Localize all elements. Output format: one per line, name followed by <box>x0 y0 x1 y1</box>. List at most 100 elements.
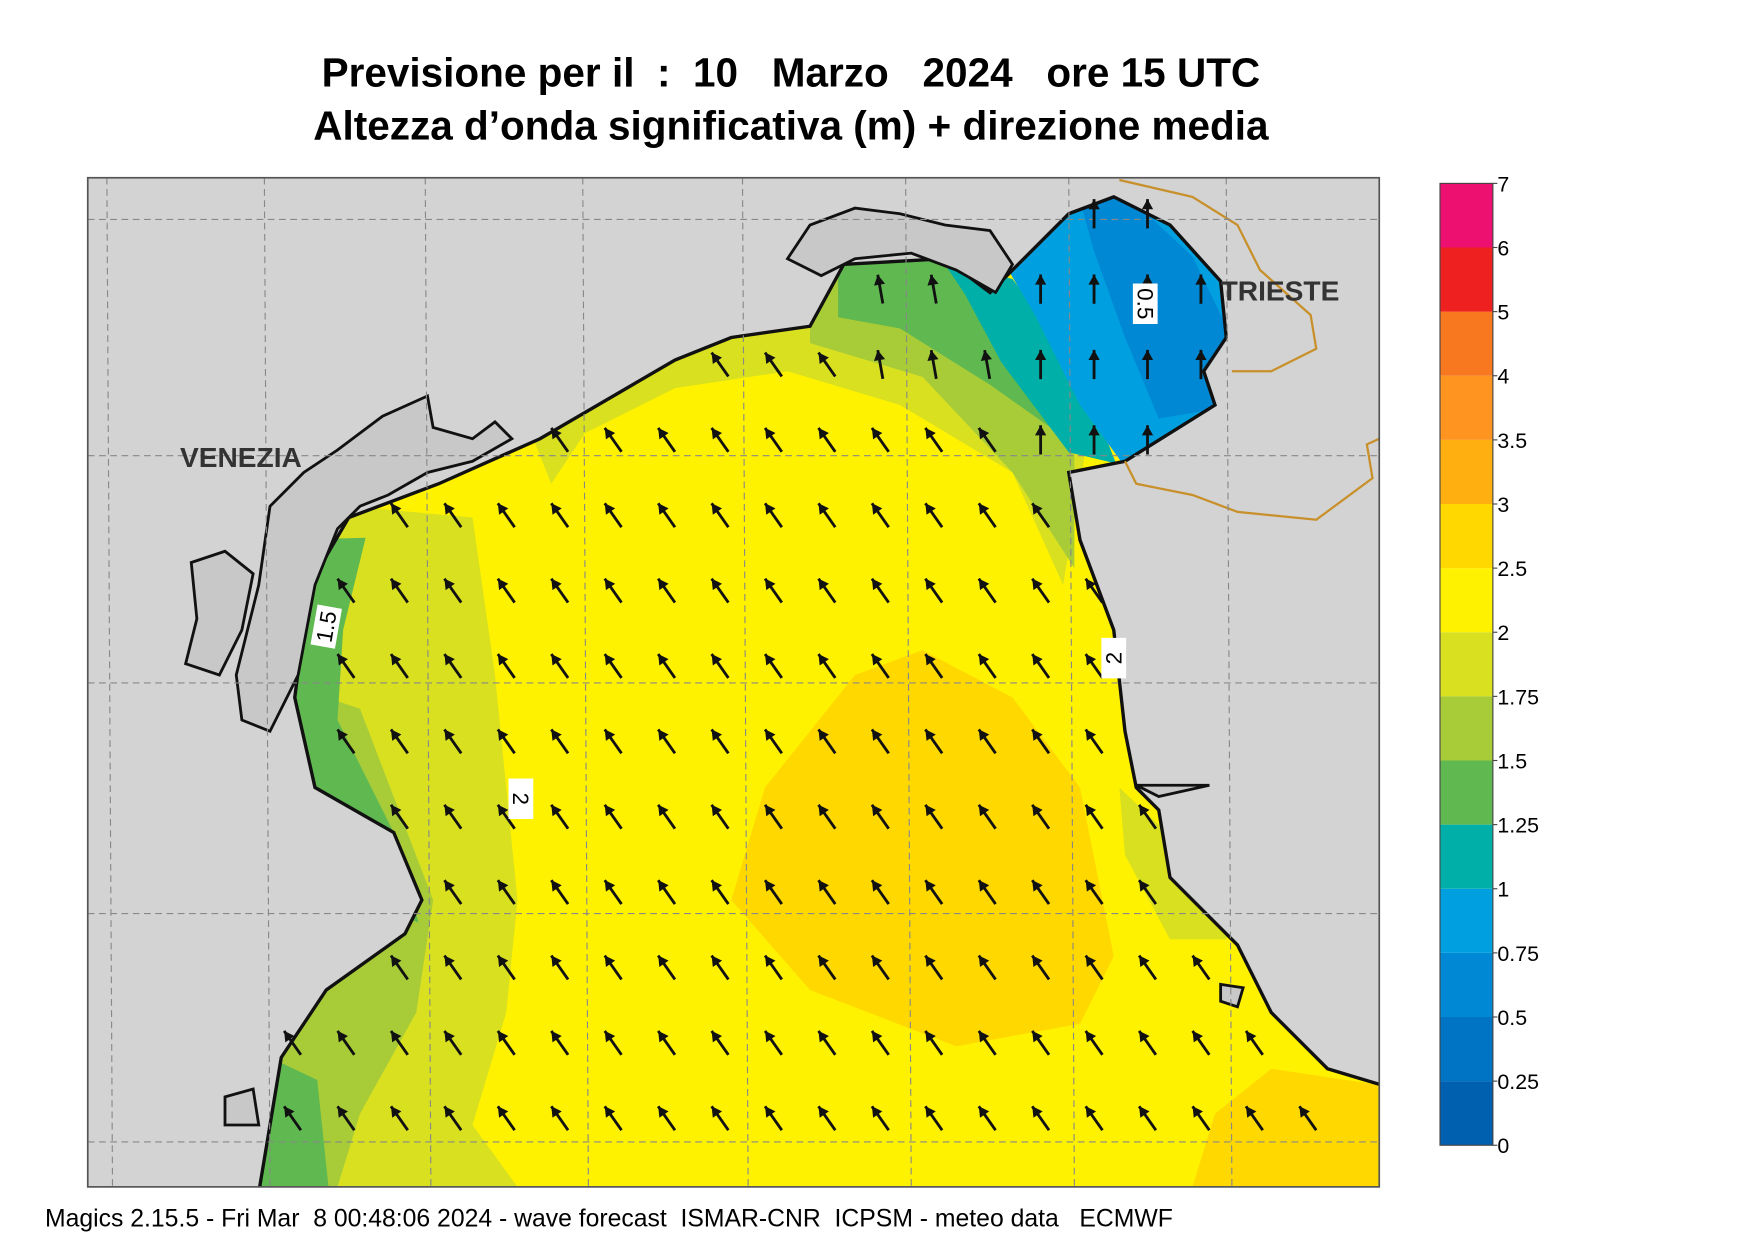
arrow <box>710 653 730 679</box>
arrow-head <box>444 804 455 817</box>
color-bin <box>1440 568 1493 633</box>
arrow <box>763 1030 783 1056</box>
arrow <box>336 728 356 755</box>
arrow <box>870 577 890 604</box>
arrow <box>389 502 409 529</box>
color-bin <box>1440 1081 1493 1146</box>
arrow-head <box>978 880 990 892</box>
arrow-head <box>873 274 886 286</box>
island <box>1219 982 1245 1009</box>
arrow-head <box>497 729 509 741</box>
arrow-head <box>1032 578 1043 591</box>
arrow <box>603 577 623 604</box>
arrow <box>657 879 677 905</box>
arrow-head <box>765 578 776 591</box>
arrow-head <box>1141 274 1154 285</box>
arrow <box>657 653 677 679</box>
arrow-head <box>1085 955 1097 968</box>
arrow-head <box>1085 880 1097 892</box>
arrow <box>924 954 944 981</box>
arrow <box>1298 1105 1318 1132</box>
arrow-head <box>551 729 562 741</box>
arrow-head <box>1245 1030 1257 1043</box>
arrow <box>550 803 570 830</box>
arrow <box>1031 879 1051 905</box>
arrow-head <box>1141 425 1154 436</box>
arrow <box>336 653 356 679</box>
arrow <box>763 502 783 529</box>
arrow <box>817 954 837 981</box>
arrow <box>870 427 890 453</box>
color-bin <box>1440 632 1493 697</box>
arrow-head <box>818 1030 829 1043</box>
label-box <box>508 778 534 819</box>
zone <box>942 261 1116 464</box>
arrow <box>443 954 463 981</box>
arrow <box>550 577 570 604</box>
arrow-head <box>871 729 883 741</box>
arrow-head <box>1085 729 1097 741</box>
color-bin <box>1440 375 1493 440</box>
arrow <box>977 1030 997 1056</box>
arrow-head <box>711 503 723 515</box>
arrow-head <box>818 427 829 440</box>
arrow-head <box>551 955 562 968</box>
arrow <box>924 1105 944 1132</box>
arrow-head <box>1088 425 1100 436</box>
arrow-head <box>925 955 936 968</box>
arrow-head <box>444 578 455 591</box>
arrow <box>977 879 997 905</box>
arrow-head <box>925 578 936 591</box>
arrow <box>924 653 944 679</box>
arrow-head <box>871 578 883 591</box>
arrow-head <box>658 729 669 741</box>
arrow-head <box>1088 349 1100 360</box>
arrow-head <box>927 274 939 286</box>
arrow-head <box>765 1030 776 1043</box>
arrow-head <box>1195 274 1207 285</box>
arrow <box>977 502 997 529</box>
color-bin <box>1440 1017 1493 1082</box>
arrow-head <box>818 729 829 741</box>
colorbar-label: 4 <box>1497 365 1509 389</box>
arrow <box>1195 349 1207 380</box>
colorbar: 0 0.25 0.5 0.75 1 1.25 1.5 1.75 2 2.5 3 3.5 4 5 6 7 <box>1439 172 1539 1158</box>
arrow-head <box>1035 349 1047 360</box>
arrow-head <box>1139 804 1150 817</box>
arrow <box>550 1105 570 1132</box>
arrow-head <box>925 880 936 892</box>
arrow <box>550 728 570 755</box>
arrow <box>443 1105 463 1132</box>
island <box>223 1087 261 1127</box>
arrow <box>1137 954 1158 981</box>
arrow-head <box>1245 1106 1257 1118</box>
arrow <box>1244 1030 1264 1056</box>
footer: Magics 2.15.5 - Fri Mar 8 00:48:06 2024 … <box>45 1205 1173 1232</box>
contour-value: 0.5 <box>1132 288 1157 319</box>
arrow-head <box>1088 199 1100 210</box>
arrow-head <box>604 654 616 666</box>
arrow-head <box>711 427 723 440</box>
arrow <box>817 879 837 905</box>
arrow <box>496 954 516 981</box>
contour-label: 2 <box>508 778 534 819</box>
title-line: Previsione per il : 10 Marzo 2024 ore 15… <box>322 50 1261 96</box>
arrow-head <box>765 654 776 666</box>
arrow <box>870 1030 890 1056</box>
arrow-head <box>551 654 562 666</box>
arrow-head <box>604 1106 616 1118</box>
arrow-head <box>711 654 723 666</box>
colorbar-label: 5 <box>1497 301 1509 325</box>
arrow-head <box>818 503 829 515</box>
arrow <box>817 577 837 604</box>
arrow <box>603 1030 623 1056</box>
arrow <box>1084 879 1104 905</box>
colorbar-label: 1.5 <box>1497 749 1527 773</box>
arrow-head <box>390 578 402 591</box>
arrow <box>603 502 623 529</box>
arrow <box>657 427 677 453</box>
arrow-head <box>604 427 616 440</box>
arrow-head <box>711 1106 723 1118</box>
arrow <box>870 653 890 679</box>
